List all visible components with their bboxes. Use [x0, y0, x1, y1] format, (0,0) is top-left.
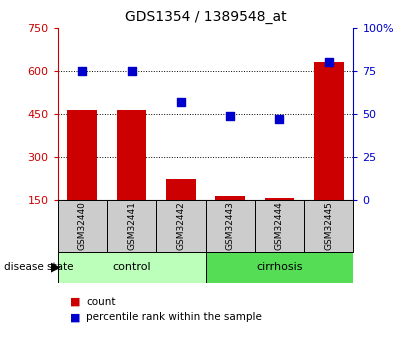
Bar [166, 179, 196, 200]
Bar [255, 200, 304, 252]
Bar [265, 198, 294, 200]
Text: GSM32440: GSM32440 [78, 201, 87, 250]
Point [178, 99, 184, 105]
Bar [206, 200, 255, 252]
Bar [314, 62, 344, 200]
Bar [215, 196, 245, 200]
Text: count: count [86, 297, 116, 307]
Text: ■: ■ [70, 297, 81, 307]
Bar [58, 200, 107, 252]
Text: GSM32444: GSM32444 [275, 201, 284, 250]
Text: ■: ■ [70, 313, 81, 322]
Point [227, 113, 233, 118]
Bar [107, 200, 156, 252]
Bar [67, 110, 97, 200]
Text: GSM32441: GSM32441 [127, 201, 136, 250]
Point [276, 116, 283, 122]
Point [326, 59, 332, 65]
Text: disease state: disease state [4, 263, 74, 272]
Text: control: control [112, 263, 151, 272]
Bar [58, 252, 206, 283]
Text: GSM32443: GSM32443 [226, 201, 235, 250]
Title: GDS1354 / 1389548_at: GDS1354 / 1389548_at [125, 10, 286, 24]
Point [128, 68, 135, 73]
Bar [117, 110, 146, 200]
Text: GSM32445: GSM32445 [324, 201, 333, 250]
Bar [304, 200, 353, 252]
Bar [156, 200, 206, 252]
Bar [206, 252, 353, 283]
Text: ▶: ▶ [51, 261, 60, 274]
Text: percentile rank within the sample: percentile rank within the sample [86, 313, 262, 322]
Point [79, 68, 85, 73]
Text: cirrhosis: cirrhosis [256, 263, 303, 272]
Text: GSM32442: GSM32442 [176, 201, 185, 250]
